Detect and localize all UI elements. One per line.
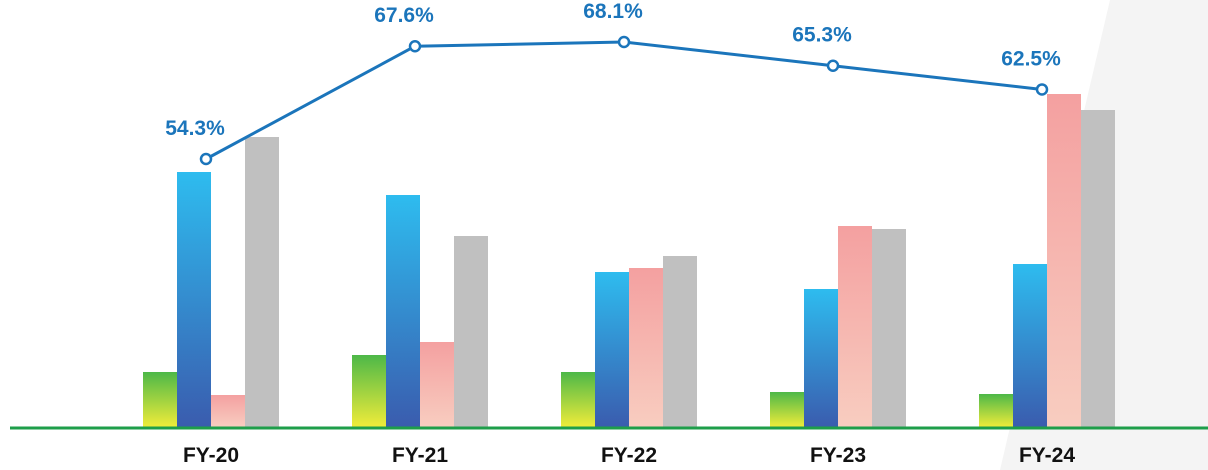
bar-fy-21-series-4 [454, 236, 488, 427]
bar-fy-21-series-2 [386, 195, 420, 427]
bar-fy-20-series-1 [143, 372, 177, 427]
bar-fy-22-series-4 [663, 256, 697, 427]
ratio-label-fy-23: 65.3% [792, 24, 852, 47]
bar-fy-24-series-1 [979, 394, 1013, 427]
category-label: FY-22 [601, 444, 657, 467]
bar-fy-23-series-4 [872, 229, 906, 427]
bar-fy-22-series-3 [629, 268, 663, 427]
bar-fy-23-series-3 [838, 226, 872, 427]
ratio-label-fy-24: 62.5% [1001, 47, 1061, 70]
bar-fy-20-series-2 [177, 172, 211, 427]
bar-fy-20-series-4 [245, 137, 279, 427]
bar-fy-20-series-3 [211, 395, 245, 427]
bar-fy-22-series-2 [595, 272, 629, 427]
bar-fy-24-series-2 [1013, 264, 1047, 427]
ratio-line [205, 40, 1043, 161]
line-group: 54.3% 67.6% 68.1% 65.3% 62.5% [165, 0, 1061, 166]
ratio-label-fy-21: 67.6% [374, 4, 434, 27]
bar-fy-23-series-2 [804, 289, 838, 427]
bar-fy-24-series-4 [1081, 110, 1115, 427]
ratio-label-fy-20: 54.3% [165, 117, 225, 140]
bar-fy-21-series-1 [352, 355, 386, 427]
ratio-point-fy-20 [199, 152, 213, 166]
category-label: FY-24 [1019, 444, 1075, 467]
ratio-point-fy-22 [617, 35, 631, 49]
category-labels: FY-20 FY-21 FY-22 FY-23 FY-24 [183, 444, 1075, 467]
ratio-point-fy-23 [826, 59, 840, 72]
bar-fy-21-series-3 [420, 342, 454, 427]
category-label: FY-20 [183, 444, 239, 467]
category-label: FY-21 [392, 444, 448, 467]
ratio-point-fy-24 [1035, 83, 1049, 96]
category-label: FY-23 [810, 444, 866, 467]
bar-fy-23-series-1 [770, 392, 804, 427]
ratio-label-fy-22: 68.1% [583, 0, 643, 23]
bar-fy-22-series-1 [561, 372, 595, 427]
bar-group [143, 94, 1115, 427]
ratio-point-fy-21 [408, 39, 422, 53]
bar-fy-24-series-3 [1047, 94, 1081, 427]
